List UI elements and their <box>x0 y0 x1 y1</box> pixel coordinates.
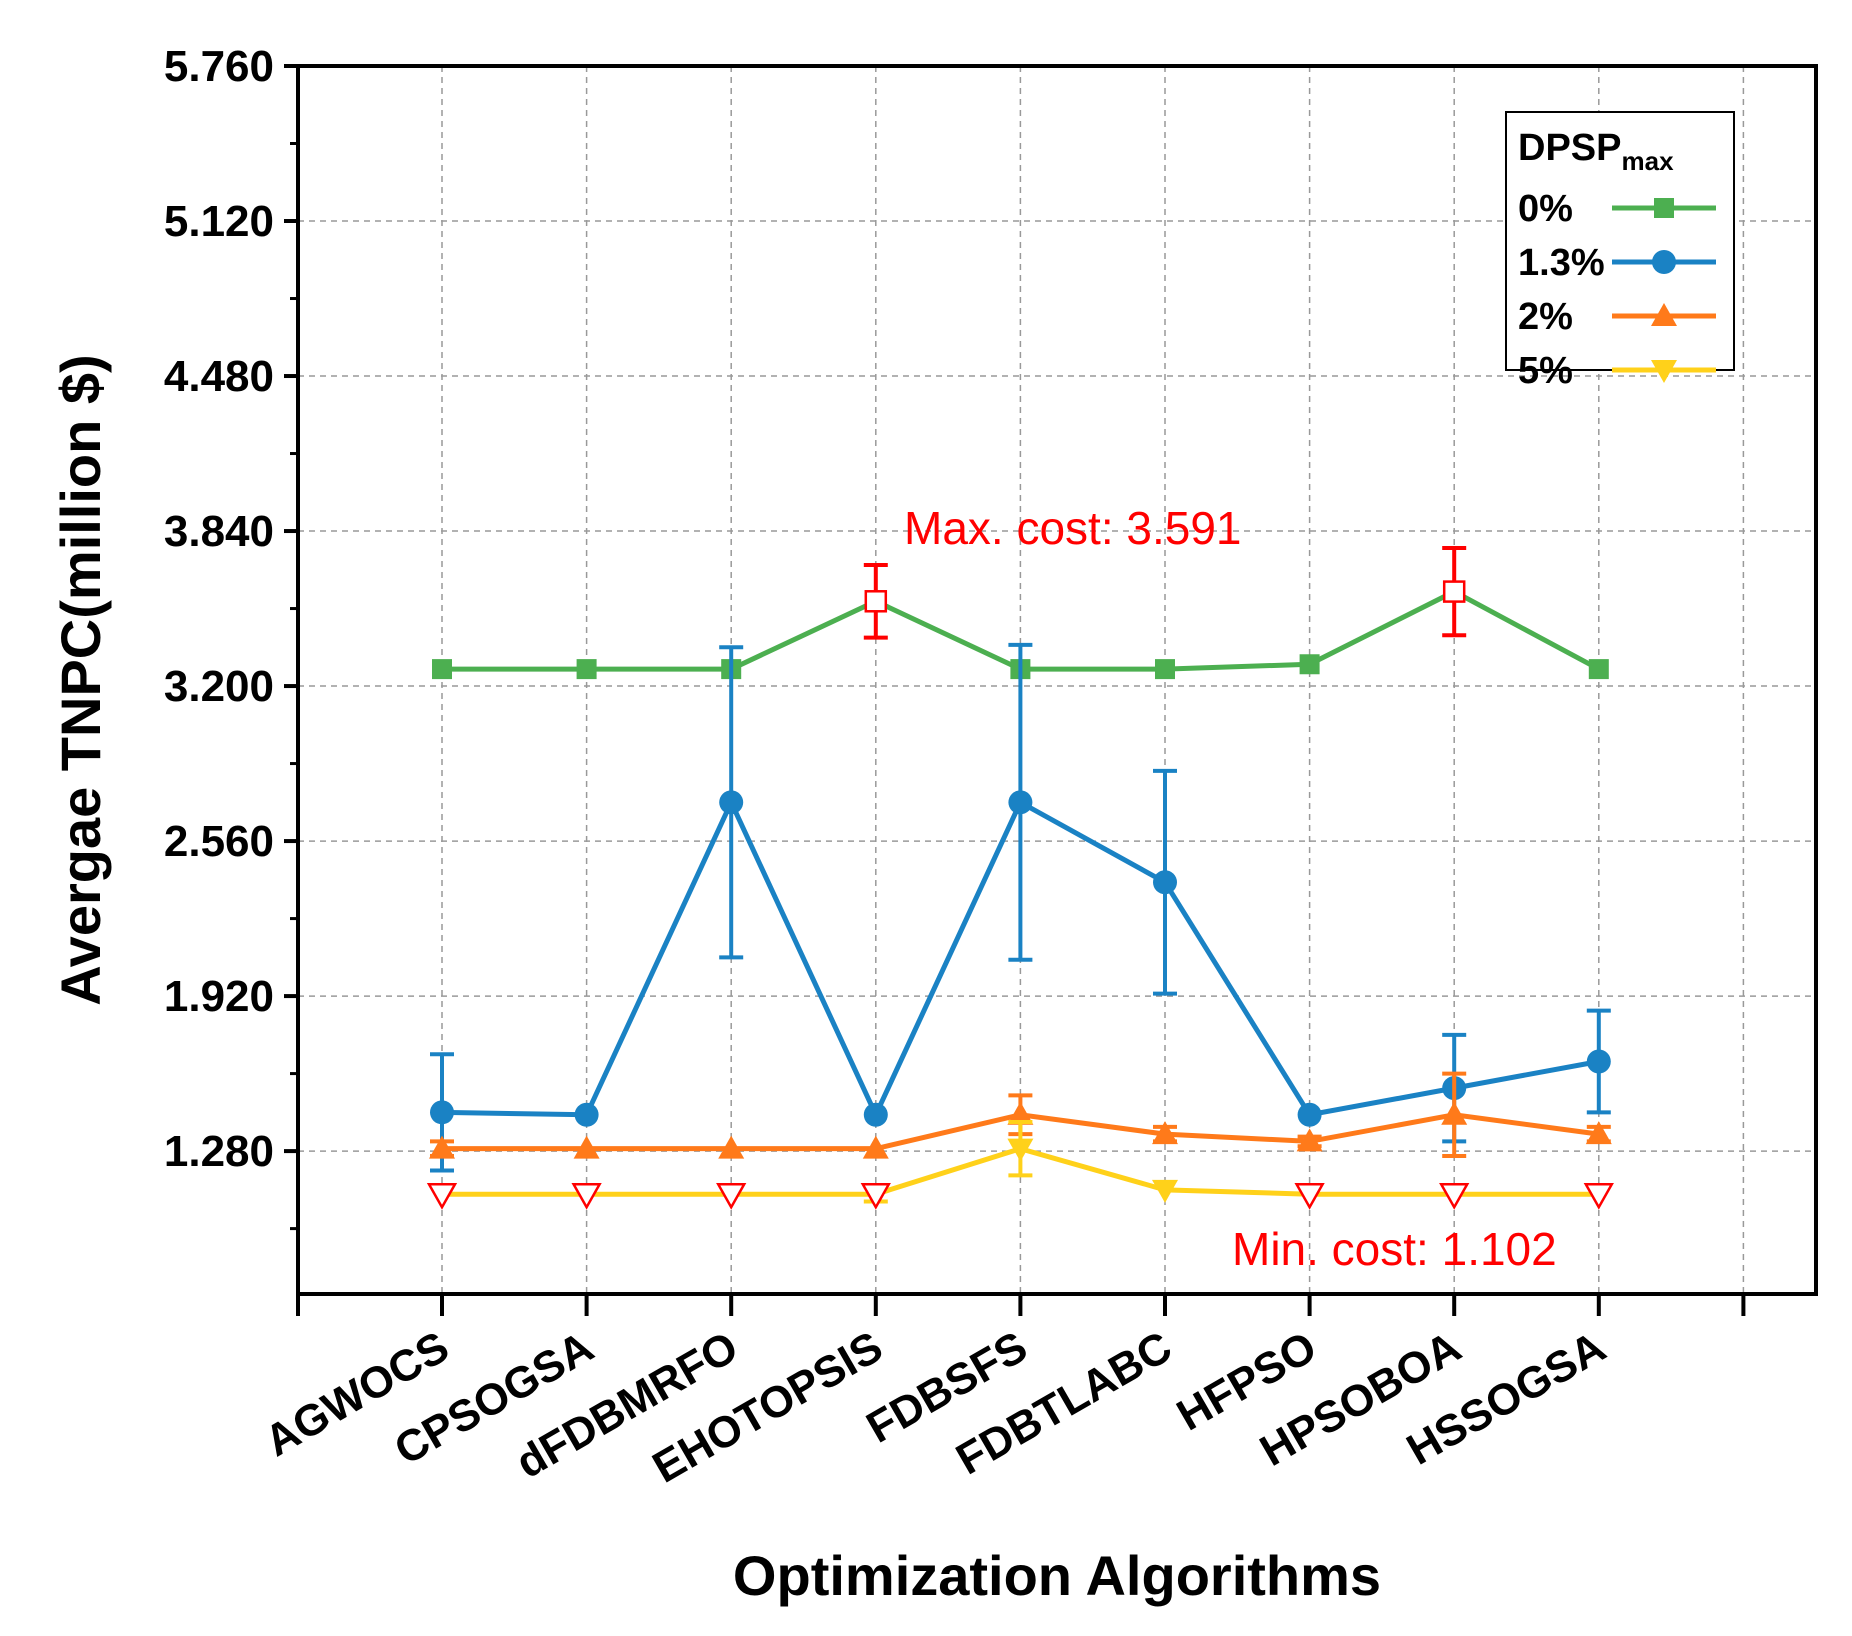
data-point <box>718 1135 745 1159</box>
data-point <box>863 1102 888 1127</box>
series-2-pct <box>429 1071 1612 1159</box>
x-axis-title: Optimization Algorithms <box>733 1544 1381 1607</box>
data-point <box>1155 659 1175 680</box>
y-tick-label: 5.120 <box>164 197 274 246</box>
series-layer <box>426 545 1614 1210</box>
series-5-pct <box>426 1120 1614 1210</box>
data-point <box>1152 1179 1178 1203</box>
legend-entry: 0% <box>1518 188 1716 230</box>
data-point <box>1294 1182 1325 1210</box>
min-cost-annotation: Min. cost: 1.102 <box>1232 1223 1557 1275</box>
data-point <box>1585 1121 1612 1145</box>
data-point <box>1442 580 1466 603</box>
data-point <box>716 1182 747 1210</box>
legend-entry: 2% <box>1518 296 1716 338</box>
data-point <box>1007 1101 1034 1125</box>
legend-label: 0% <box>1518 188 1573 230</box>
data-point <box>430 1100 454 1125</box>
y-tick-label: 2.560 <box>164 817 274 866</box>
data-point <box>571 1182 602 1210</box>
max-cost-annotation: Max. cost: 3.591 <box>904 502 1242 554</box>
data-point <box>1651 303 1677 326</box>
data-point <box>576 659 597 680</box>
legend: DPSPmax 0% 1.3% 2% 5% <box>1505 111 1735 392</box>
data-point <box>1588 659 1609 680</box>
grid <box>298 65 1816 1294</box>
y-tick-label: 3.200 <box>164 662 274 711</box>
data-point <box>1008 790 1033 815</box>
legend-label: 2% <box>1518 296 1573 338</box>
data-point <box>1652 250 1676 274</box>
y-axis-title: Avergae TNPC(million $) <box>49 354 112 1005</box>
data-point <box>429 1135 455 1159</box>
legend-label: 5% <box>1518 350 1573 392</box>
y-tick-label: 4.480 <box>164 352 274 401</box>
data-point <box>864 590 888 613</box>
data-point <box>1299 654 1320 675</box>
data-point <box>1152 1121 1178 1145</box>
plot-frame <box>296 64 1818 1296</box>
data-point <box>1583 1182 1614 1210</box>
data-point <box>1153 870 1177 895</box>
y-tick-label: 3.840 <box>164 507 274 556</box>
data-point <box>1007 1138 1034 1162</box>
data-point <box>574 1102 599 1127</box>
data-point <box>1297 1102 1322 1127</box>
data-point <box>862 1135 889 1159</box>
data-point <box>1586 1049 1611 1074</box>
data-point <box>573 1135 600 1159</box>
data-point <box>1654 198 1674 218</box>
data-point <box>426 1182 458 1210</box>
legend-entry: 1.3% <box>1518 242 1716 284</box>
data-point <box>1441 1101 1468 1125</box>
y-tick-label: 1.920 <box>164 972 274 1021</box>
y-tick-label: 5.760 <box>164 42 274 91</box>
data-point <box>1651 360 1677 383</box>
data-point <box>860 1182 891 1210</box>
legend-title: DPSPmax <box>1518 127 1674 176</box>
legend-label: 1.3% <box>1518 242 1605 284</box>
data-point <box>1296 1128 1323 1152</box>
y-tick-label: 1.280 <box>164 1127 274 1176</box>
data-point <box>1439 1182 1470 1210</box>
legend-entry: 5% <box>1518 350 1716 392</box>
legend-entries: 0% 1.3% 2% 5% <box>1518 188 1716 392</box>
data-point <box>432 659 452 680</box>
legend-title-subscript: max <box>1621 146 1674 176</box>
data-point <box>719 790 744 815</box>
